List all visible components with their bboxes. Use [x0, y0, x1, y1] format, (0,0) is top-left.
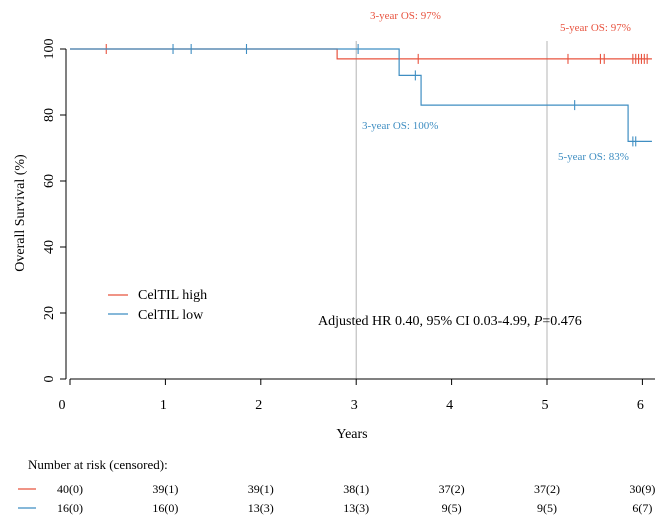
annotation-high-5yr: 5-year OS: 97% [560, 22, 631, 34]
curve-high [70, 48, 652, 60]
x-tick-label-0: 0 [59, 398, 66, 413]
risk-cell-low-4: 9(5) [442, 501, 462, 515]
x-ticks: 0 1 2 3 4 5 6 [59, 379, 644, 413]
x-tick-label-1: 1 [160, 398, 167, 413]
risk-cell-low-3: 13(3) [343, 501, 369, 515]
risk-cell-high-2: 39(1) [248, 482, 274, 496]
p-symbol: P [533, 314, 543, 329]
risk-table: 40(0) 39(1) 39(1) 38(1) 37(2) 37(2) 30(9) 16(0)… [57, 482, 655, 515]
annotation-high-3yr: 3-year OS: 97% [370, 10, 441, 22]
risk-cell-low-2: 13(3) [248, 501, 274, 515]
x-tick-label-4: 4 [446, 398, 453, 413]
x-axis-label: Years [336, 427, 367, 442]
axes [65, 49, 655, 380]
curve-low [70, 48, 652, 142]
risk-table-title: Number at risk (censored): [28, 457, 168, 472]
legend: CelTIL high CelTIL low [108, 288, 207, 323]
y-tick-label-0: 0 [42, 376, 57, 383]
risk-cell-low-5: 9(5) [537, 501, 557, 515]
risk-cell-high-6: 30(9) [629, 482, 655, 496]
risk-cell-high-4: 37(2) [439, 482, 465, 496]
risk-cell-high-0: 40(0) [57, 482, 83, 496]
y-axis-label: Overall Survival (%) [13, 154, 28, 272]
x-tick-label-2: 2 [255, 398, 262, 413]
p-value: =0.476 [542, 314, 581, 329]
y-tick-label-40: 40 [42, 240, 57, 254]
y-tick-label-100: 100 [42, 39, 57, 60]
legend-label-high: CelTIL high [138, 288, 207, 303]
risk-cell-low-1: 16(0) [152, 501, 178, 515]
annotation-low-3yr: 3-year OS: 100% [362, 120, 438, 132]
annotation-low-5yr: 5-year OS: 83% [558, 151, 629, 163]
y-tick-label-60: 60 [42, 174, 57, 188]
risk-cell-high-3: 38(1) [343, 482, 369, 496]
risk-cell-high-5: 37(2) [534, 482, 560, 496]
y-ticks: 0 20 40 60 80 100 [42, 39, 66, 383]
risk-cell-high-1: 39(1) [152, 482, 178, 496]
hazard-ratio-text: Adjusted HR 0.40, 95% CI 0.03-4.99, P=0.… [318, 314, 582, 329]
reference-lines [355, 41, 548, 379]
x-tick-label-3: 3 [351, 398, 358, 413]
x-tick-label-6: 6 [637, 398, 644, 413]
y-tick-label-20: 20 [42, 306, 57, 320]
survival-curves [70, 44, 652, 147]
legend-label-low: CelTIL low [138, 308, 204, 323]
y-tick-label-80: 80 [42, 108, 57, 122]
risk-cell-low-0: 16(0) [57, 501, 83, 515]
hazard-ratio-prefix: Adjusted HR 0.40, 95% CI 0.03-4.99, [318, 314, 534, 329]
x-tick-label-5: 5 [542, 398, 549, 413]
risk-cell-low-6: 6(7) [632, 501, 652, 515]
